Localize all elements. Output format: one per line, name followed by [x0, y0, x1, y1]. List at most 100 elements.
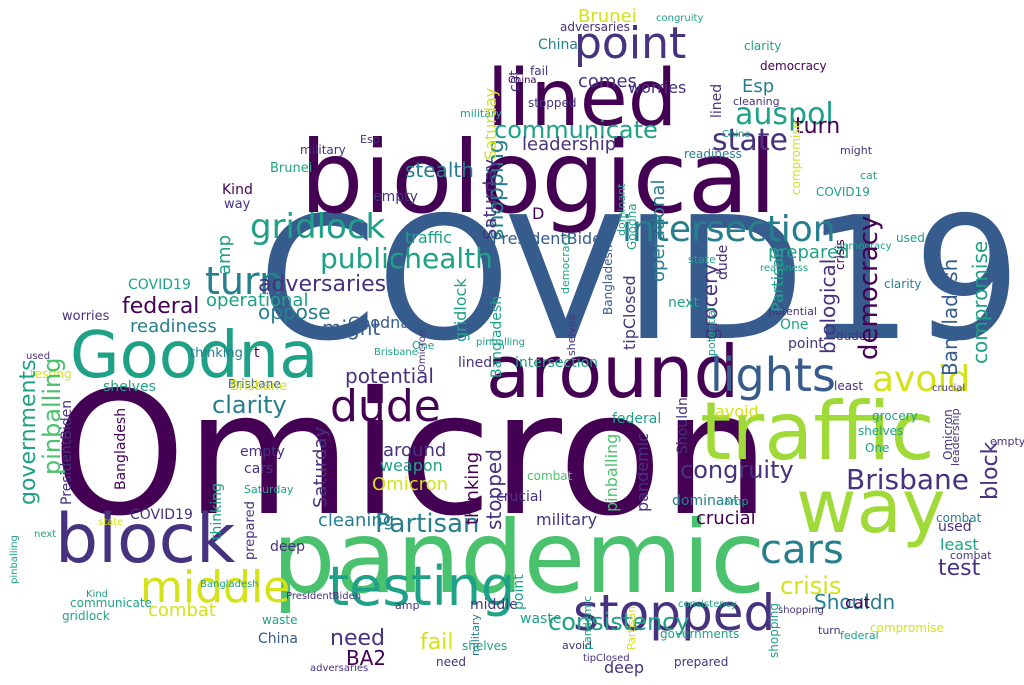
word-stopped: stopped [573, 584, 776, 642]
word-block: block [55, 500, 236, 579]
word-auspol: auspol [735, 97, 834, 132]
word-clarity: clarity [212, 391, 287, 419]
word-around-2: around [383, 440, 447, 461]
word-shouldn: Shouldn [814, 590, 896, 614]
word-way: way [796, 464, 946, 550]
word-omicron-2: Omicron [372, 474, 449, 495]
word-combat-3: combat [936, 511, 982, 525]
word-partisan-v2: Partisan [625, 605, 638, 650]
word-state-3: state [98, 517, 124, 528]
word-china-2: China [258, 631, 298, 647]
word-deep-2: deep [604, 658, 644, 677]
word-democracy-2: democracy [836, 241, 892, 252]
word-operational: operational [206, 290, 309, 311]
word-brisbane-3: Brisbane [230, 379, 288, 394]
word-waste: waste [520, 611, 562, 627]
word-gridlock-v: gridlock [451, 278, 470, 342]
word-avoid-2: avoid [715, 402, 759, 421]
word-brisbane: Brisbane [846, 463, 969, 496]
word-crisis-v: crisis [833, 239, 847, 270]
word-military: military [536, 510, 598, 529]
word-leadership: leadership [522, 134, 617, 155]
word-prepared-v: prepared [243, 501, 258, 560]
word-bangladesh-v2: Bangladesh [489, 295, 505, 378]
word-pinballing-v3: pinballing [9, 535, 20, 584]
word-deep: deep [270, 539, 305, 555]
word-turn-3: turn [818, 624, 841, 637]
word-next: next [668, 295, 700, 311]
word-weapon: weapon [380, 456, 443, 475]
word-adversaries: adversaries [258, 272, 387, 297]
word-dude: dude [330, 381, 441, 432]
word-presidentbiden: PresidentBiden [492, 229, 613, 248]
word-cat: cat [845, 593, 870, 612]
word-biological: biological [300, 119, 777, 236]
word-bangladesh-2: Bangladesh [200, 579, 259, 590]
word-partisan-v: Partisan [768, 247, 787, 312]
word-potential: potential [345, 364, 434, 388]
word-lined: lined [487, 54, 678, 144]
word-compromise-v: compromise [968, 240, 992, 364]
word-stopped-v: stopped [482, 449, 506, 530]
word-lined-v: lined [709, 83, 725, 118]
word-brisbane-2: Brisbane [228, 377, 281, 391]
word-brunei-2: Brunei [578, 6, 637, 27]
word-adversaries-2: adversaries [560, 20, 630, 34]
word-prepared-2: prepared [674, 655, 729, 669]
word-partisan: Partisan [375, 509, 480, 539]
word-thinking-v: thinking [462, 451, 483, 525]
word-dominant-v: dominant [615, 183, 628, 236]
word-esp-2: Esp [360, 133, 380, 146]
word-comes: comes [578, 71, 637, 92]
word-traffic-2: traffic [405, 228, 452, 247]
word-communicate: communicate [494, 116, 658, 144]
word-used: used [938, 519, 972, 535]
word-shopping-v2: shopping [767, 603, 781, 658]
word-need: need [330, 626, 385, 651]
word-state-2: state [688, 253, 716, 266]
word-one-3: One [412, 339, 435, 352]
word-pinballing-2: pinballing [476, 337, 525, 348]
word-cleaning-2: cleaning [733, 95, 780, 108]
word-need-2: need [436, 655, 466, 669]
word-crucial-2: crucial [496, 489, 543, 505]
word-dude-2: dude [836, 329, 867, 343]
word-cars-2: cars [244, 461, 274, 477]
word-covid19-4: COVID19 [816, 185, 870, 199]
word-covid19: COVID19 [258, 181, 1022, 379]
word-saturday-v: Saturday [480, 158, 501, 240]
word-goodna-2: Goodna [348, 313, 411, 332]
word-kind-2: Kind [86, 589, 109, 600]
word-might: might [322, 316, 381, 340]
word-way-2: way [224, 197, 251, 212]
word-fail-2: fail [530, 64, 549, 78]
word-stopped-2: stopped [528, 96, 577, 110]
word-empty-2: empty [373, 189, 418, 205]
word-grocery: grocery [872, 409, 918, 423]
word-readiness-3: readiness [760, 263, 809, 274]
word-federal-2: federal [612, 411, 662, 427]
word-shouldn-v: Shouldn [675, 397, 691, 454]
word-china: China [538, 37, 578, 53]
word-empty: empty [240, 444, 285, 460]
word-governments-v: governments [16, 359, 41, 505]
word-lined-2: lined [458, 355, 493, 371]
word-might-2: might [840, 144, 873, 157]
word-test: test [938, 556, 981, 581]
word-federal: federal [122, 294, 200, 319]
word-pandemic-v: pandemic [633, 433, 652, 512]
word-compromise: compromise [870, 621, 944, 635]
word-saturday-v2: Saturday [310, 426, 331, 508]
word-potential-v: potential [705, 307, 718, 356]
word-covid19-2: COVID19 [128, 277, 191, 293]
word-dominant: dominant [672, 493, 739, 509]
word-federal-3: federal [840, 629, 879, 642]
word-saturday-v3: Saturday [481, 87, 500, 160]
word-testing: testing [328, 555, 516, 618]
word-state: state [712, 123, 788, 158]
word-next-2: next [34, 529, 57, 540]
word-brisbane-4: Brisbane [374, 347, 418, 358]
word-cat-2: cat [860, 169, 878, 182]
word-least-2: least [834, 379, 864, 393]
word-democracy-v: democracy [854, 215, 884, 360]
